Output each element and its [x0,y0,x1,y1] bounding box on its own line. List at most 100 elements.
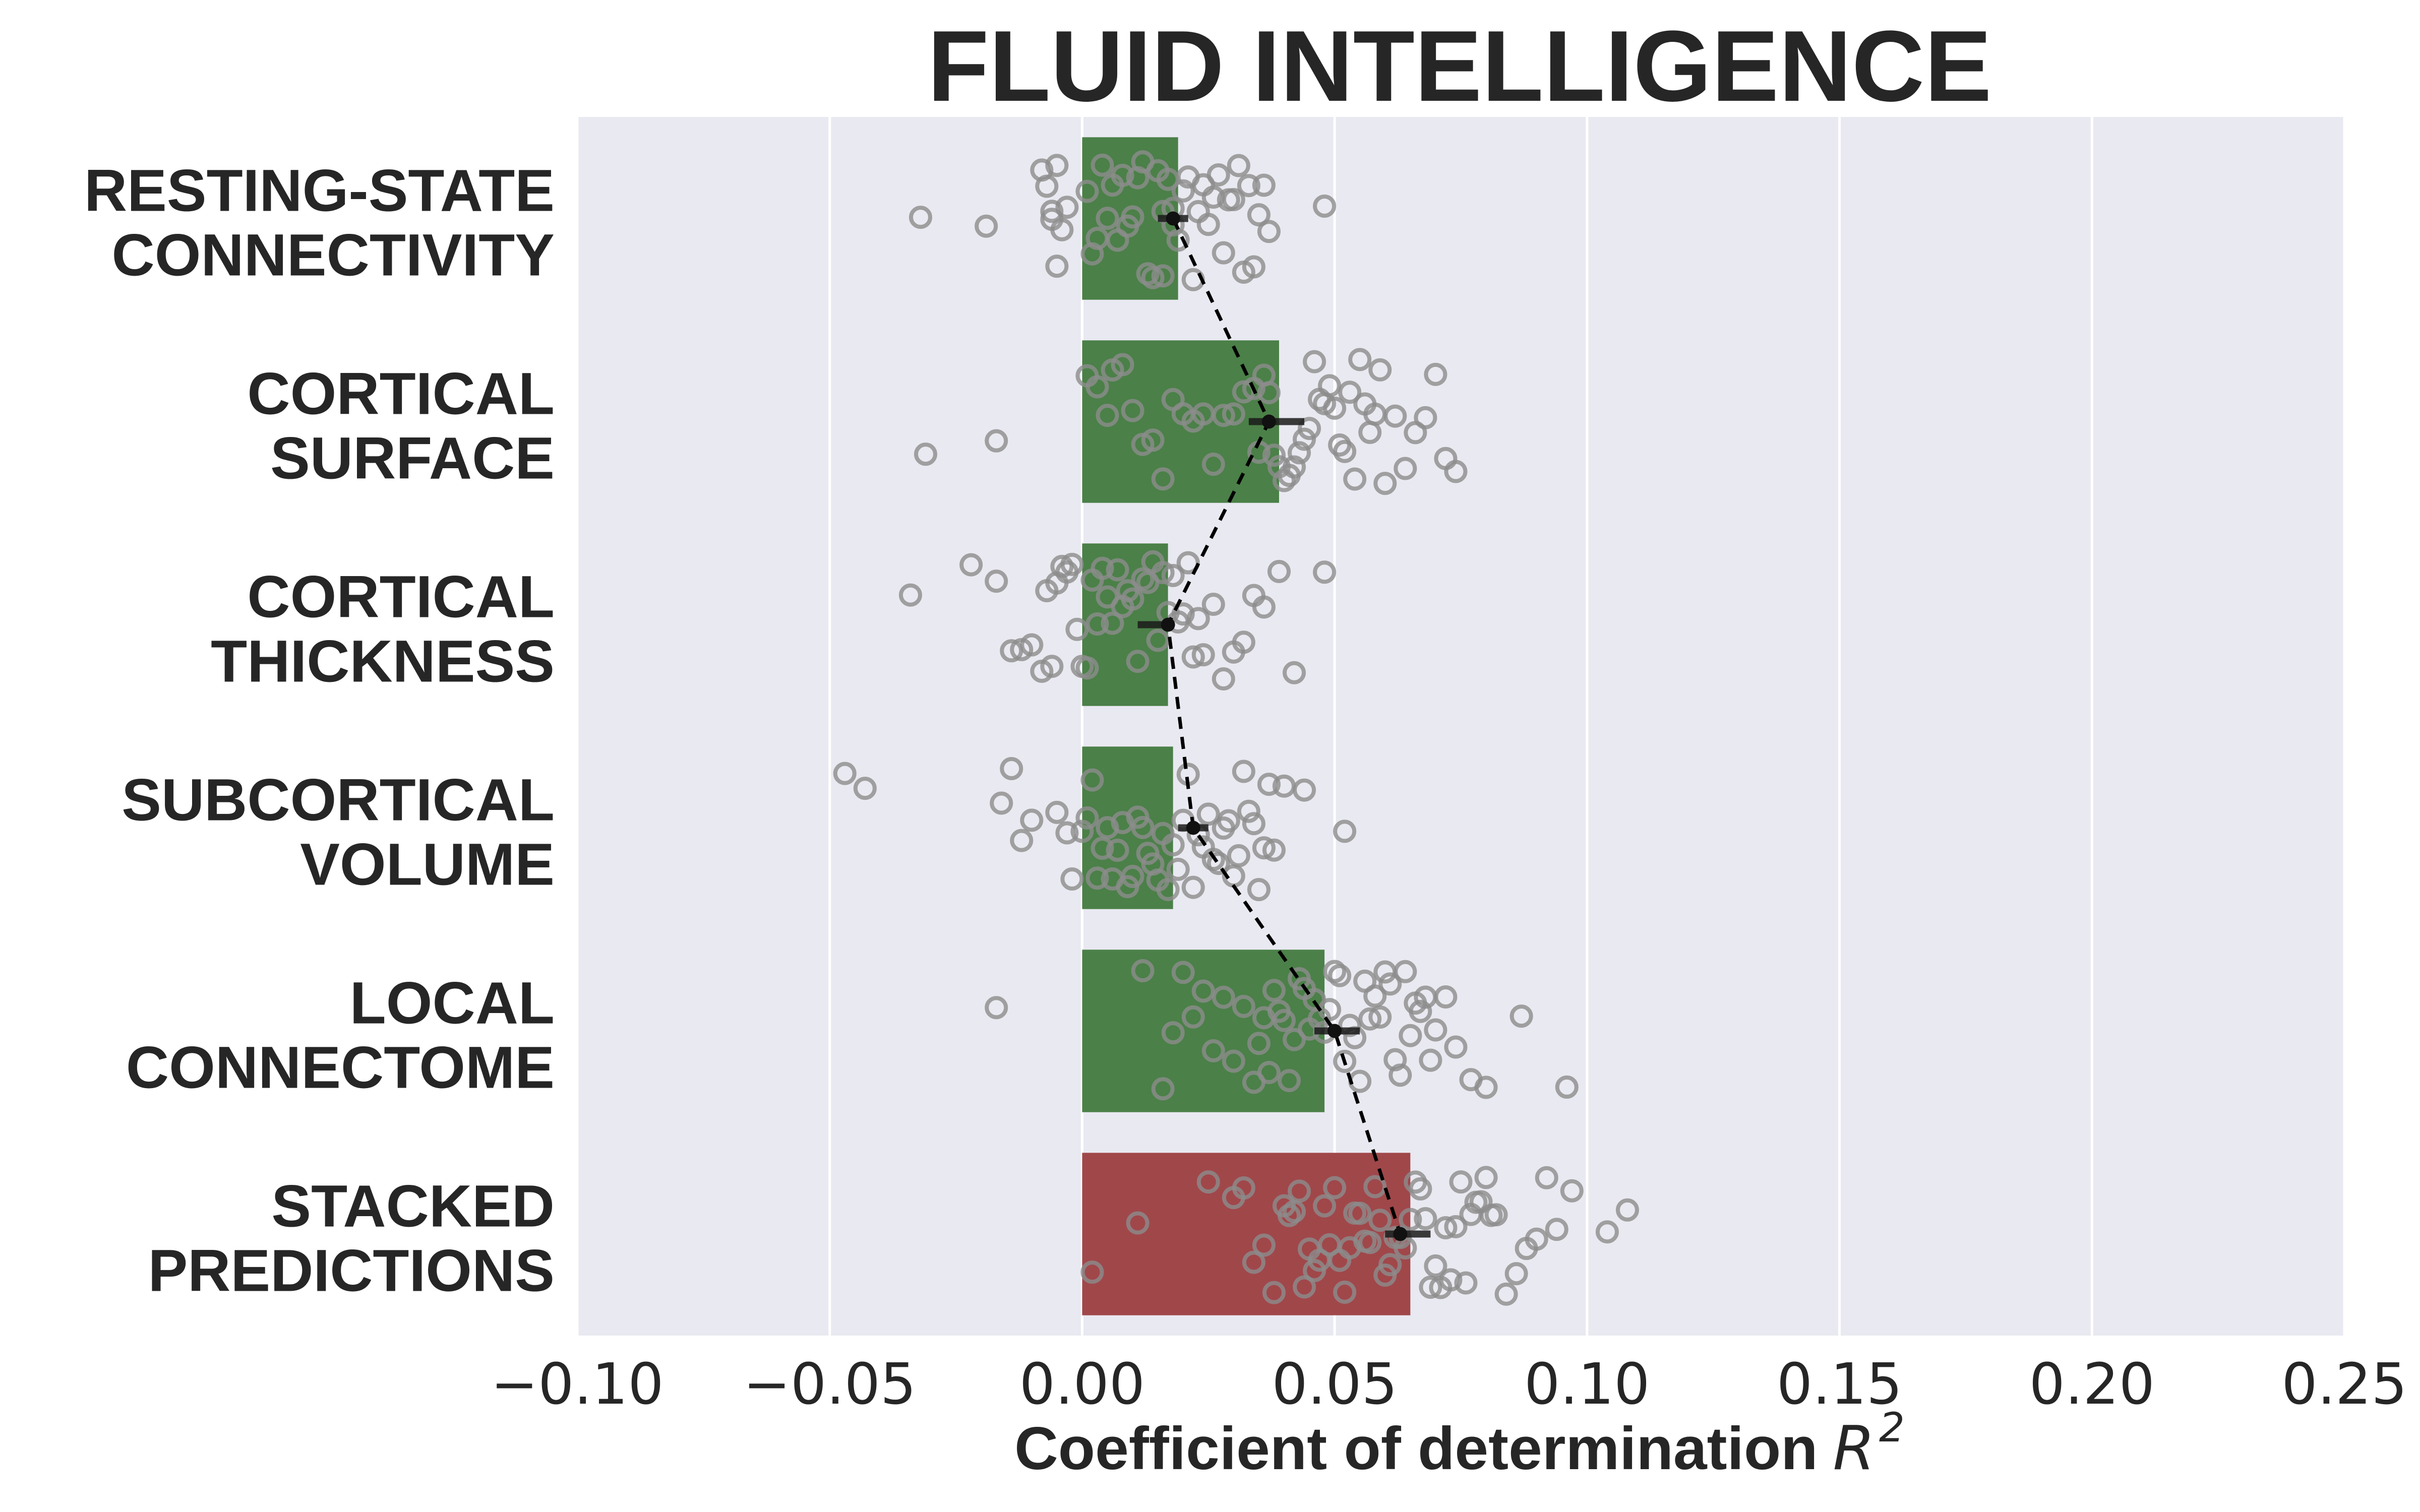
data-point [1191,643,1215,667]
median-point [1327,1024,1342,1038]
data-point [1045,255,1069,278]
data-point [1121,864,1144,888]
data-point [1085,375,1109,399]
data-point [1101,611,1124,635]
data-point [1091,836,1114,860]
data-point [1434,985,1458,1009]
data-point [1303,350,1326,373]
data-point [1368,1005,1392,1029]
data-point [1323,396,1347,420]
x-tick-label: −0.10 [491,1352,663,1417]
data-point [1020,808,1044,832]
data-point [1075,179,1099,203]
data-point [1313,560,1337,584]
median-line [1137,211,1431,1241]
data-point [1151,561,1175,585]
data-point [1212,667,1235,691]
data-point [985,429,1008,453]
data-point [1126,650,1150,673]
data-point [1419,1276,1442,1299]
data-point [1070,820,1094,843]
data-point [1196,802,1220,826]
data-point [1509,1004,1533,1028]
data-point [1126,1211,1150,1235]
data-point [1424,1018,1447,1042]
data-point [1237,174,1260,198]
data-point [1388,1063,1412,1087]
category-label-line: PREDICTIONS [148,1238,555,1304]
median-trend-line [1166,218,1402,1235]
category-label-line: STACKED [271,1173,555,1240]
data-point [1373,472,1397,495]
data-point [1227,844,1250,867]
data-point [1615,1198,1639,1222]
data-point [1504,1262,1528,1286]
data-point [1106,838,1129,862]
data-point [898,583,922,607]
data-point [1293,1275,1316,1299]
data-point [1060,867,1084,891]
data-point [1313,194,1337,218]
data-point [1298,417,1321,440]
data-point [1474,1076,1498,1099]
data-point [1085,612,1109,636]
data-point [1444,1035,1468,1059]
data-point [1141,266,1165,289]
data-point [1338,1014,1362,1037]
category-label: RESTING-STATE CONNECTIVITY [84,158,555,289]
data-point [1121,587,1144,611]
data-point [1201,848,1225,871]
data-point [1161,563,1185,587]
data-point [1409,999,1432,1023]
category-label-line: CORTICAL [247,361,555,427]
data-point [1449,1170,1473,1194]
data-point [1252,836,1276,860]
data-point [1040,200,1064,223]
data-point [1313,1194,1337,1218]
category-label-line: VOLUME [300,832,555,898]
data-point [1348,348,1372,371]
data-point [1257,381,1281,405]
data-point [1363,984,1387,1008]
data-point [1454,1271,1478,1295]
data-point [1166,857,1190,881]
data-point [1040,655,1064,678]
data-point [1242,1250,1265,1274]
data-point [1156,877,1180,901]
data-point [1535,1166,1558,1189]
data-point [1206,163,1230,186]
data-point [1000,639,1023,663]
data-point [1278,1204,1301,1227]
category-label: LOCAL CONNECTOME [126,970,555,1101]
data-point [1050,554,1074,578]
data-point [1424,362,1447,386]
data-point [1080,768,1104,792]
data-point [1000,757,1023,780]
data-point [1288,441,1311,465]
data-point [1555,1075,1579,1099]
data-point [1065,617,1089,641]
data-point [1333,1049,1357,1073]
data-point [1091,556,1114,580]
data-point [1247,203,1270,227]
data-point [1368,1209,1392,1232]
data-point [1257,220,1281,243]
data-point [1494,1282,1518,1306]
data-point [1323,1176,1347,1200]
data-point [909,206,932,229]
category-label-line: RESTING-STATE [84,158,555,224]
category-label-line: CONNECTOME [126,1035,555,1101]
plot-background [577,117,2344,1336]
data-point [1096,816,1119,840]
data-point [1096,404,1119,427]
category-label-line: CORTICAL [247,564,555,631]
data-point [1394,960,1417,983]
x-tick-label: 0.10 [1524,1352,1650,1417]
data-point [1283,455,1306,479]
data-point [1252,1233,1276,1257]
data-point [1212,404,1235,427]
data-point [1035,174,1059,198]
data-point [1333,439,1357,463]
category-label-line: LOCAL [350,970,555,1037]
data-point [1121,205,1144,229]
